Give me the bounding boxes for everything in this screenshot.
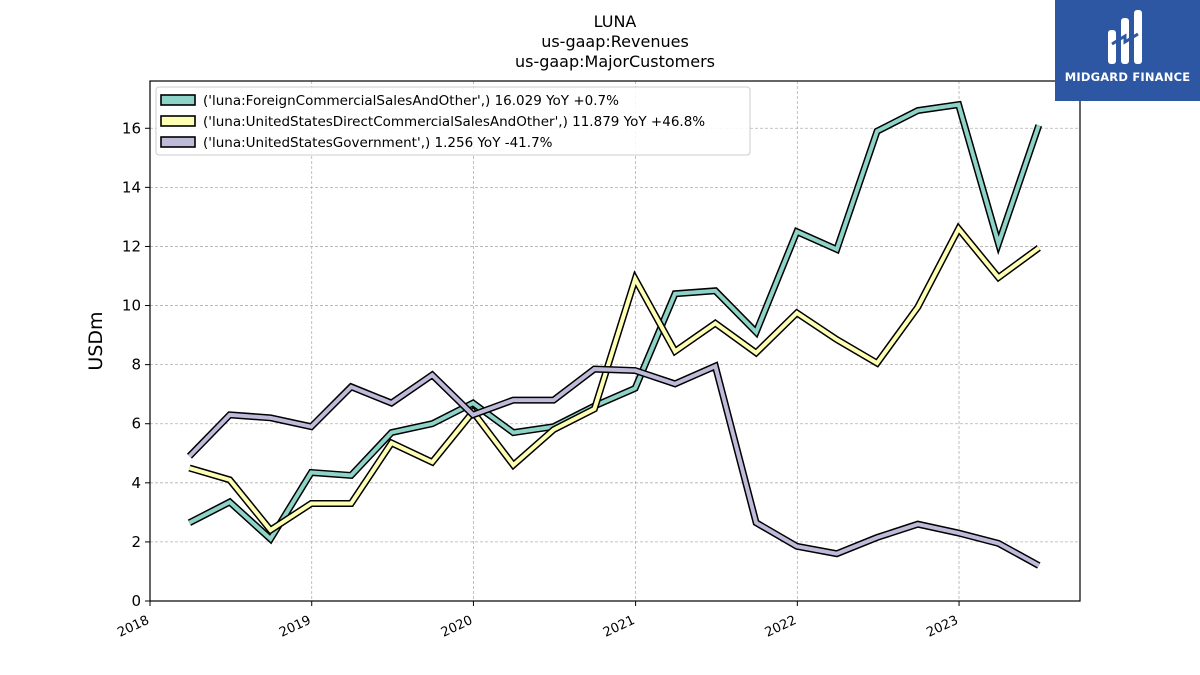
series-line-2 [188, 363, 1040, 568]
series-line-1 [188, 225, 1040, 533]
plot-frame [149, 80, 1081, 602]
legend-label: ('luna:UnitedStatesDirectCommercialSales… [203, 114, 705, 130]
y-axis-label: USDm [85, 311, 107, 370]
series-lines [186, 100, 1043, 569]
legend: ('luna:ForeignCommercialSalesAndOther',)… [155, 86, 751, 156]
x-tick-label: 2021 [601, 613, 637, 641]
legend-label: ('luna:UnitedStatesGovernment',) 1.256 Y… [203, 135, 553, 151]
legend-swatch [160, 136, 196, 148]
x-tick-label: 2020 [439, 613, 475, 641]
legend-label: ('luna:ForeignCommercialSalesAndOther',)… [203, 93, 619, 109]
chart-title-line-1: LUNA [594, 12, 637, 31]
y-tick-label: 2 [131, 533, 141, 551]
brand-logo: MIDGARD FINANCE [1055, 0, 1200, 101]
y-tick-label: 8 [131, 356, 141, 374]
series-outline-1 [188, 222, 1041, 535]
x-tick-label: 2023 [924, 613, 960, 641]
x-tick-label: 2019 [277, 613, 313, 641]
legend-box [155, 86, 751, 156]
y-tick-label: 10 [122, 297, 141, 315]
series-line-0 [188, 102, 1041, 543]
y-tick-label: 12 [122, 237, 141, 255]
y-axis: 0 2 4 6 8 10 12 14 16 [122, 119, 150, 610]
chart-title-line-3: us-gaap:MajorCustomers [515, 52, 715, 71]
y-tick-label: 0 [131, 592, 141, 610]
chart-title-line-2: us-gaap:Revenues [541, 32, 689, 51]
chart-title: LUNA us-gaap:Revenues us-gaap:MajorCusto… [515, 12, 715, 71]
brand-mark-icon [1108, 10, 1142, 64]
x-tick-label: 2022 [763, 613, 799, 641]
x-axis: 2018 2019 2020 2021 2022 2023 [115, 601, 961, 641]
legend-swatch [160, 94, 196, 106]
y-tick-label: 16 [122, 119, 141, 137]
y-tick-label: 6 [131, 415, 141, 433]
legend-swatch [160, 115, 196, 127]
brand-name: MIDGARD FINANCE [1064, 70, 1191, 84]
y-tick-label: 4 [131, 474, 141, 492]
y-tick-label: 14 [122, 178, 141, 196]
x-tick-label: 2018 [115, 613, 151, 641]
